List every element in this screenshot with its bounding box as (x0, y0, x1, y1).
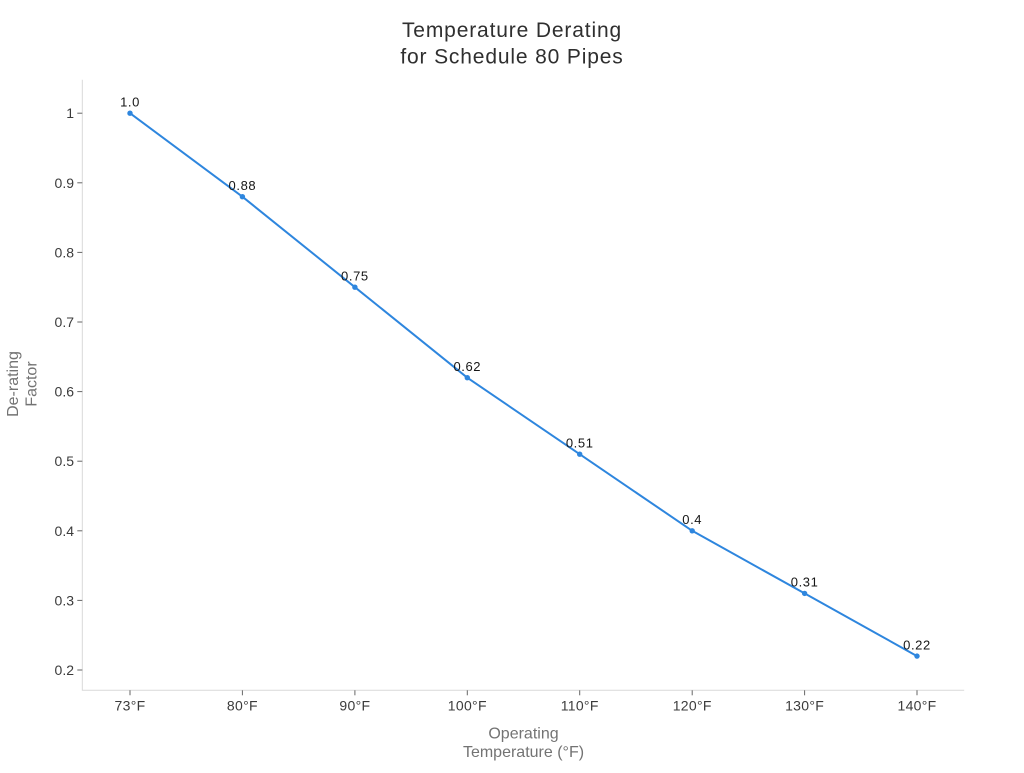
svg-text:140°F: 140°F (897, 698, 936, 714)
svg-text:0.6: 0.6 (55, 384, 75, 400)
svg-text:80°F: 80°F (227, 698, 258, 714)
svg-text:Temperature Derating: Temperature Derating (402, 19, 622, 42)
svg-text:De-rating: De-rating (5, 351, 22, 417)
svg-text:Temperature (°F): Temperature (°F) (463, 744, 584, 761)
svg-text:1: 1 (66, 105, 74, 121)
svg-text:0.62: 0.62 (453, 359, 481, 374)
svg-text:120°F: 120°F (673, 698, 712, 714)
svg-text:0.22: 0.22 (903, 637, 931, 652)
svg-text:0.51: 0.51 (566, 435, 594, 450)
svg-text:0.3: 0.3 (55, 592, 75, 608)
svg-text:0.9: 0.9 (55, 175, 75, 191)
svg-text:Factor: Factor (23, 361, 40, 407)
svg-text:100°F: 100°F (448, 698, 487, 714)
svg-text:130°F: 130°F (785, 698, 824, 714)
svg-text:90°F: 90°F (339, 698, 370, 714)
svg-text:0.75: 0.75 (341, 268, 369, 283)
svg-text:0.4: 0.4 (55, 523, 75, 539)
svg-text:0.4: 0.4 (682, 512, 702, 527)
svg-text:0.5: 0.5 (55, 453, 75, 469)
svg-text:0.88: 0.88 (229, 178, 257, 193)
svg-text:1.0: 1.0 (120, 94, 140, 109)
svg-text:for Schedule 80 Pipes: for Schedule 80 Pipes (400, 46, 623, 69)
svg-text:0.2: 0.2 (55, 662, 75, 678)
svg-text:0.7: 0.7 (55, 314, 75, 330)
svg-text:73°F: 73°F (115, 698, 146, 714)
svg-text:0.31: 0.31 (791, 575, 819, 590)
svg-text:0.8: 0.8 (55, 244, 75, 260)
svg-text:110°F: 110°F (561, 698, 599, 714)
svg-text:Operating: Operating (488, 726, 558, 743)
